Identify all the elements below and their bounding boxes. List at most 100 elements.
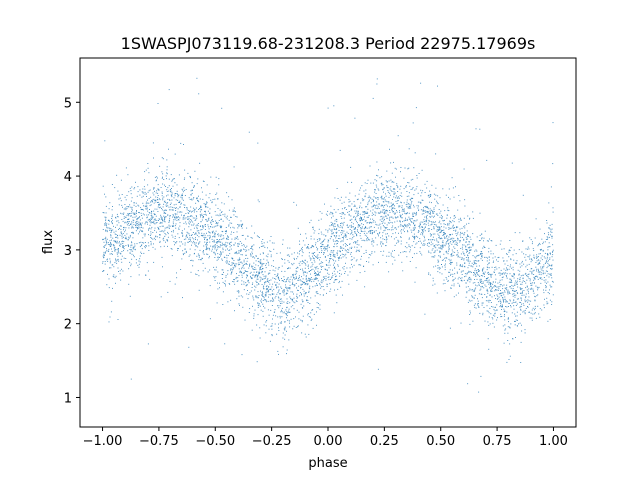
data-point	[343, 230, 345, 232]
data-point	[185, 217, 187, 219]
data-point	[262, 315, 264, 317]
data-point	[286, 330, 287, 332]
data-point	[529, 317, 531, 319]
data-point	[531, 259, 533, 261]
data-point	[328, 260, 330, 262]
data-point	[193, 211, 195, 213]
data-point	[371, 252, 373, 254]
data-point	[479, 128, 481, 130]
data-point	[202, 251, 204, 252]
data-point	[488, 312, 490, 314]
data-point	[157, 188, 159, 190]
data-point	[184, 207, 185, 208]
data-point	[125, 238, 127, 240]
data-point	[192, 198, 194, 200]
data-point	[377, 175, 379, 177]
data-point	[219, 282, 220, 284]
data-point	[130, 190, 132, 192]
data-point	[153, 237, 155, 239]
data-point	[311, 318, 313, 320]
data-point	[415, 188, 417, 190]
data-point	[439, 256, 441, 258]
data-point	[172, 209, 174, 211]
data-point	[129, 249, 131, 250]
data-point	[141, 248, 143, 250]
data-point	[244, 270, 246, 272]
data-point	[508, 292, 510, 294]
data-point	[344, 235, 346, 237]
data-point	[512, 293, 514, 295]
data-point	[356, 235, 358, 237]
data-point	[387, 222, 389, 224]
data-point	[275, 315, 277, 317]
data-point	[218, 215, 220, 217]
data-point	[222, 274, 224, 275]
data-point	[507, 292, 509, 294]
data-point	[164, 184, 165, 186]
data-point	[507, 293, 509, 295]
data-point	[149, 235, 151, 236]
data-point	[193, 240, 195, 242]
data-point	[229, 222, 231, 224]
data-point	[477, 269, 479, 271]
data-point	[455, 229, 457, 231]
data-point	[472, 255, 474, 257]
data-point	[491, 266, 493, 268]
data-point	[193, 197, 195, 198]
data-point	[374, 179, 376, 181]
data-point	[466, 223, 467, 225]
data-point	[356, 249, 358, 251]
data-point	[279, 252, 281, 254]
data-point	[516, 283, 518, 285]
data-point	[539, 271, 541, 273]
data-point	[230, 268, 232, 270]
data-point	[123, 212, 125, 214]
data-point	[411, 245, 413, 247]
data-point	[170, 206, 172, 208]
data-point	[311, 252, 313, 254]
data-point	[172, 178, 174, 180]
data-point	[136, 243, 138, 245]
data-point	[215, 241, 217, 243]
data-point	[522, 290, 523, 292]
data-point	[439, 272, 441, 274]
data-point	[487, 272, 489, 274]
data-point	[139, 222, 141, 224]
data-point	[316, 291, 318, 292]
data-point	[422, 190, 424, 192]
data-point	[462, 248, 464, 250]
data-point	[233, 279, 235, 281]
data-point	[341, 234, 342, 236]
data-point	[174, 193, 176, 195]
data-point	[368, 261, 370, 263]
data-point	[406, 224, 408, 226]
data-point	[404, 246, 406, 248]
data-point	[130, 193, 132, 195]
data-point	[139, 224, 141, 226]
data-point	[125, 199, 127, 201]
data-point	[356, 233, 358, 235]
data-point	[371, 198, 373, 200]
data-point	[135, 226, 137, 228]
data-point	[518, 323, 519, 325]
data-point	[363, 199, 365, 201]
data-point	[537, 245, 539, 247]
data-point	[363, 239, 365, 241]
data-point	[210, 245, 212, 247]
data-point	[537, 305, 539, 307]
data-point	[136, 224, 138, 226]
data-point	[381, 176, 383, 178]
data-point	[465, 286, 467, 288]
data-point	[128, 268, 130, 270]
data-point	[478, 260, 480, 262]
data-point	[357, 250, 359, 252]
data-point	[121, 251, 123, 252]
data-point	[414, 235, 416, 237]
data-point	[324, 256, 326, 258]
data-point	[480, 288, 482, 290]
data-point	[221, 107, 223, 109]
data-point	[152, 246, 154, 248]
data-point	[428, 224, 430, 226]
data-point	[200, 206, 201, 208]
data-point	[430, 196, 431, 197]
